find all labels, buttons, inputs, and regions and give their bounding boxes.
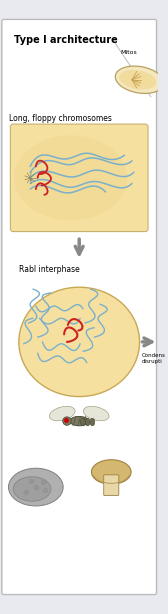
Ellipse shape (119, 70, 156, 90)
Ellipse shape (115, 66, 164, 93)
Text: Rabl interphase: Rabl interphase (19, 265, 80, 274)
Ellipse shape (19, 287, 140, 397)
FancyBboxPatch shape (10, 124, 148, 231)
FancyBboxPatch shape (104, 475, 119, 495)
Ellipse shape (49, 406, 75, 421)
Text: Mitos: Mitos (121, 50, 137, 55)
Text: Long, floppy chromosomes: Long, floppy chromosomes (9, 114, 112, 123)
FancyBboxPatch shape (2, 20, 157, 594)
Ellipse shape (83, 406, 109, 421)
Ellipse shape (70, 416, 89, 426)
Text: Type I architecture: Type I architecture (14, 34, 118, 44)
Ellipse shape (63, 417, 71, 426)
Ellipse shape (9, 468, 63, 506)
Text: o: o (30, 177, 32, 182)
Ellipse shape (81, 418, 85, 426)
Ellipse shape (85, 418, 90, 426)
Ellipse shape (91, 460, 131, 484)
Ellipse shape (13, 476, 51, 501)
Ellipse shape (90, 418, 95, 426)
Ellipse shape (14, 136, 127, 220)
Text: Condens
disrupti: Condens disrupti (141, 353, 165, 364)
